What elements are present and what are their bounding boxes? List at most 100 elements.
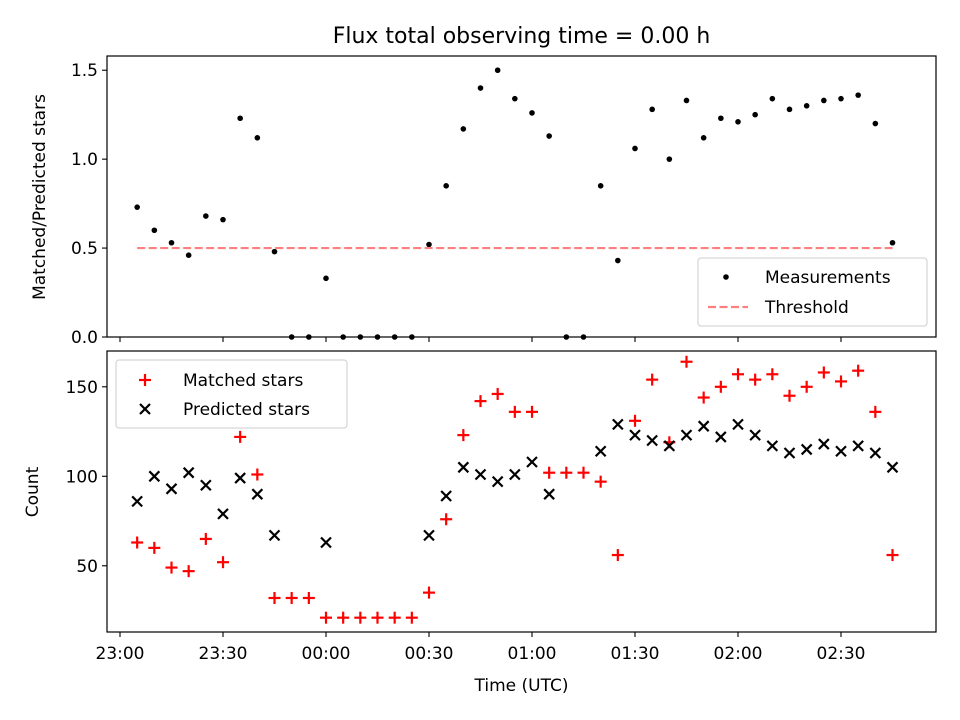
matched-point [800, 380, 813, 393]
predicted-point [320, 536, 332, 549]
predicted-point [526, 456, 538, 468]
x-tick-label: 00:30 [405, 644, 454, 664]
matched-point [199, 532, 212, 545]
measurement-point [632, 145, 638, 152]
predicted-point [732, 418, 744, 431]
x-axis-label: Time (UTC) [474, 676, 569, 696]
predicted-point [715, 431, 727, 443]
predicted-point [612, 418, 624, 431]
measurement-point [426, 241, 432, 248]
measurement-point [546, 133, 552, 139]
matched-point [148, 541, 161, 554]
predicted-point [783, 447, 796, 459]
y-tick-label: 0.0 [71, 328, 98, 348]
predicted-point [697, 420, 710, 432]
predicted-point [509, 468, 521, 481]
matched-point [852, 364, 865, 377]
matched-point [165, 561, 178, 574]
measurement-point [649, 106, 655, 113]
matched-point [388, 611, 401, 624]
measurement-point [443, 183, 449, 189]
matched-point [560, 466, 573, 479]
bottom-panel: 50 100 150 23:00 23:30 00:00 00:30 01:00 01:30 0… [23, 350, 937, 696]
predicted-point [646, 434, 658, 447]
predicted-point [268, 529, 281, 542]
measurement-point [700, 135, 707, 141]
matched-point [371, 611, 384, 624]
measurement-point [718, 115, 724, 122]
matched-point [337, 611, 350, 624]
measurement-point [786, 106, 793, 113]
predicted-point [886, 461, 899, 474]
measurement-point [237, 115, 243, 122]
x-tick-label: 01:00 [508, 644, 557, 664]
top-x-ticks [119, 337, 842, 342]
legend-matched-label: Matched stars [183, 371, 303, 391]
predicted-point [217, 508, 229, 520]
matched-point [817, 366, 830, 379]
matched-point [886, 549, 899, 562]
measurement-point [220, 216, 226, 223]
y-tick-label: 1.5 [71, 61, 98, 81]
x-tick-label: 23:00 [96, 644, 145, 664]
matched-point [268, 591, 281, 604]
matched-point [783, 389, 796, 402]
matched-point [526, 405, 538, 418]
bottom-y-ticks: 50 100 150 [66, 378, 107, 577]
matched-point [869, 405, 882, 418]
predicted-point [663, 440, 676, 452]
predicted-point [131, 495, 143, 508]
top-panel: 0.0 0.5 1.0 1.5 Matched/Predicted stars Mea… [30, 55, 937, 348]
y-tick-label: 50 [76, 557, 98, 577]
measurement-point [597, 183, 604, 189]
predicted-point [835, 445, 847, 458]
matched-point [251, 468, 264, 481]
top-y-axis-label: Matched/Predicted stars [30, 94, 50, 300]
bottom-y-axis-label: Count [23, 466, 43, 517]
matched-point [766, 368, 779, 381]
predicted-point [749, 429, 761, 441]
measurement-point [889, 239, 896, 246]
predicted-point [629, 429, 641, 441]
measurement-point [666, 156, 673, 162]
measurement-point [185, 252, 192, 258]
matched-point [646, 373, 659, 386]
predicted-point [148, 470, 161, 483]
matched-point [457, 429, 470, 442]
predicted-point [474, 468, 487, 481]
legend-predicted-marker [139, 403, 151, 415]
bottom-axes-frame [106, 350, 937, 633]
matched-point [423, 586, 435, 599]
measurement-point [838, 95, 844, 102]
bottom-legend-box [115, 359, 348, 429]
matched-point [217, 556, 229, 569]
matched-point [714, 380, 727, 393]
measurement-point [477, 85, 484, 91]
x-tick-label: 01:30 [611, 644, 660, 664]
legend-matched-marker [139, 374, 151, 386]
measurement-point [323, 275, 329, 282]
predicted-point [818, 438, 830, 450]
measurement-point [615, 257, 621, 264]
x-tick-label: 02:30 [817, 644, 866, 664]
x-tick-label: 02:00 [714, 644, 763, 664]
top-y-ticks: 0.0 0.5 1.0 1.5 [71, 61, 107, 348]
matched-point [594, 475, 607, 488]
x-tick-label: 00:00 [302, 644, 351, 664]
top-marks [134, 67, 896, 340]
predicted-point [182, 466, 195, 479]
bottom-legend: Matched stars Predicted stars [115, 359, 348, 429]
predicted-point [165, 483, 178, 495]
matched-point [285, 591, 298, 604]
predicted-point [543, 488, 555, 500]
matched-point [234, 430, 247, 443]
predicted-point [457, 461, 470, 474]
legend-measurements-label: Measurements [765, 268, 891, 288]
measurement-point [872, 120, 879, 127]
y-tick-label: 150 [66, 378, 98, 398]
measurement-point [203, 213, 209, 219]
matched-point [474, 395, 487, 408]
measurement-point [494, 67, 501, 74]
matched-point [320, 611, 332, 624]
measurement-point [769, 95, 776, 102]
